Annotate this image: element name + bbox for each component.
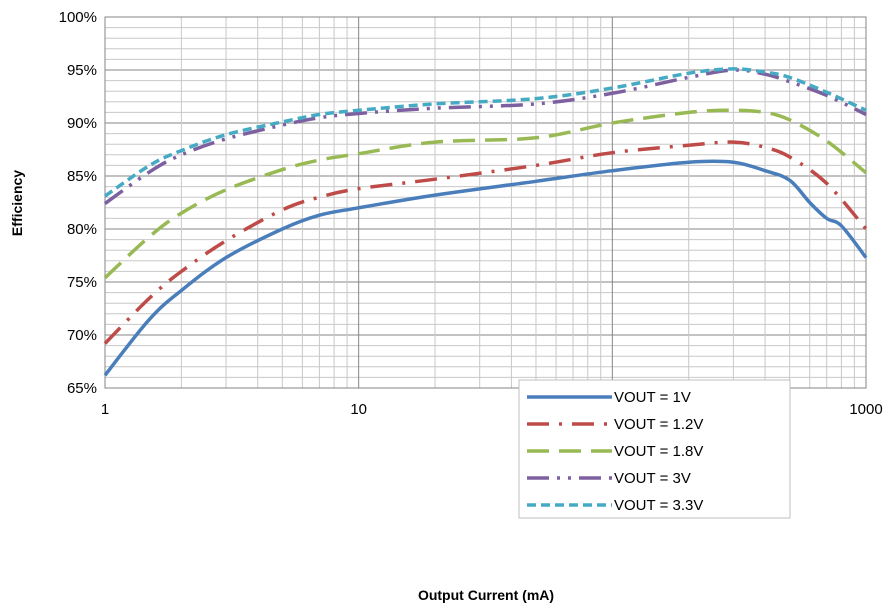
y-tick-label: 85% [67, 168, 97, 185]
x-axis-title: Output Current (mA) [418, 587, 554, 603]
legend-label: VOUT = 3V [614, 470, 691, 487]
legend: VOUT = 1V VOUT = 1.2V VOUT = 1.8V VOUT = 3V… [518, 379, 791, 519]
y-tick-label: 90% [67, 115, 97, 132]
y-axis-ticks: 65% 70% 75% 80% 85% 90% 95% 100% [59, 9, 97, 397]
legend-label: VOUT = 1.8V [614, 443, 703, 460]
y-tick-label: 95% [67, 62, 97, 79]
y-tick-label: 65% [67, 380, 97, 397]
y-tick-label: 100% [59, 9, 97, 26]
legend-box [518, 379, 791, 519]
legend-label: VOUT = 1V [614, 389, 691, 406]
series-line-4 [103, 68, 867, 206]
x-tick-label: 1000 [849, 401, 882, 418]
series-line-5 [104, 67, 867, 198]
legend-label: VOUT = 1.2V [614, 416, 703, 433]
y-tick-label: 70% [67, 327, 97, 344]
grid [104, 16, 866, 389]
legend-label: VOUT = 3.3V [614, 497, 703, 514]
x-tick-label: 1 [101, 401, 109, 418]
plot-area-border [104, 16, 867, 389]
series-line-2 [103, 140, 868, 345]
series-line-3 [103, 108, 868, 280]
series-lines [103, 67, 868, 377]
y-tick-label: 80% [67, 221, 97, 238]
x-tick-label: 10 [350, 401, 367, 418]
y-tick-label: 75% [67, 274, 97, 291]
series-line-1 [103, 159, 868, 377]
y-axis-title: Efficiency [9, 170, 25, 236]
